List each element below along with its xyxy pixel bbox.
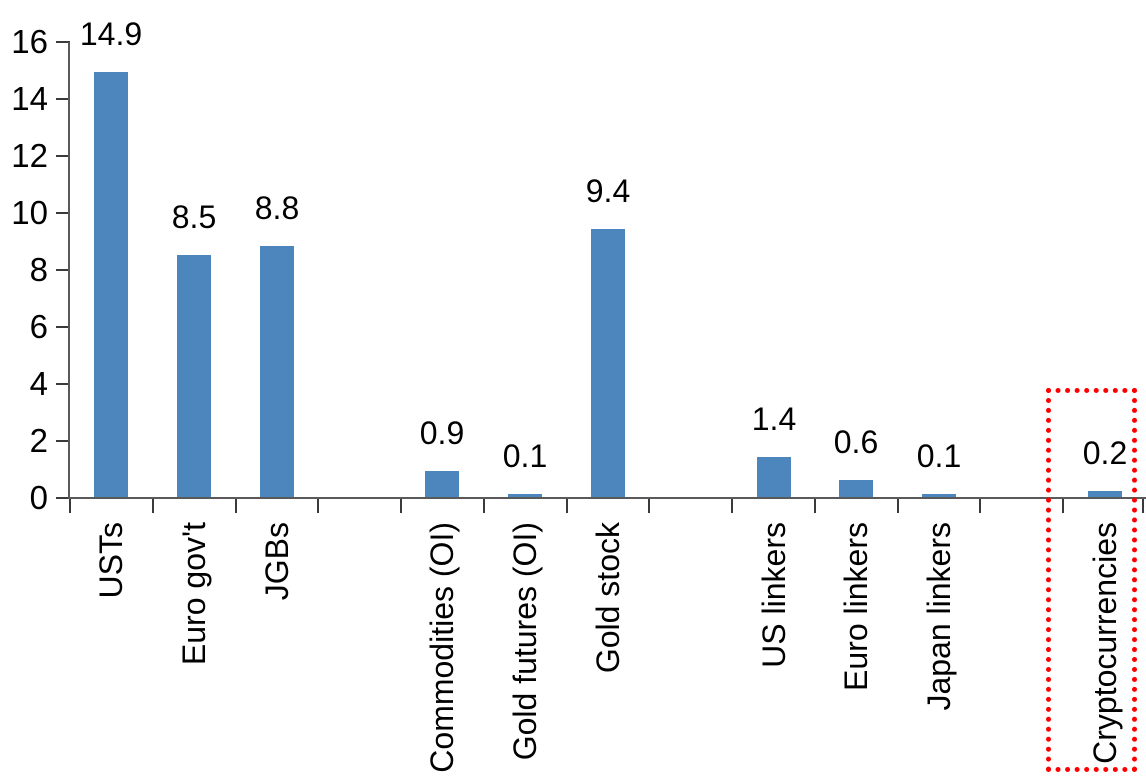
bar <box>757 457 791 497</box>
category-label: Japan linkers <box>921 522 957 711</box>
bar <box>922 494 956 497</box>
bar-value-label: 1.4 <box>751 401 797 437</box>
y-axis-tick-label: 6 <box>29 308 48 345</box>
y-axis-tick <box>56 326 70 328</box>
x-axis-tick <box>235 499 237 513</box>
y-axis-tick <box>56 440 70 442</box>
bar-value-label: 8.5 <box>171 199 217 235</box>
category-label: Euro linkers <box>838 522 874 691</box>
highlight-box <box>1046 388 1137 772</box>
y-axis-tick <box>56 41 70 43</box>
y-axis-tick <box>56 155 70 157</box>
x-axis-tick <box>152 499 154 513</box>
y-axis-line <box>68 42 70 499</box>
y-axis-tick <box>56 383 70 385</box>
bar <box>839 480 873 497</box>
bar-value-label: 0.2 <box>1082 435 1128 471</box>
y-axis-tick-label: 14 <box>11 80 48 117</box>
x-axis-tick <box>897 499 899 513</box>
y-axis-tick-label: 4 <box>29 365 48 402</box>
category-label: US linkers <box>756 522 792 668</box>
bar-value-label: 14.9 <box>79 16 143 52</box>
x-axis-tick <box>317 499 319 513</box>
bar-value-label: 0.6 <box>833 424 879 460</box>
bar-value-label: 0.1 <box>502 438 548 474</box>
bar <box>177 255 211 497</box>
bar <box>508 494 542 497</box>
category-label: Euro gov't <box>176 522 212 666</box>
x-axis-tick <box>731 499 733 513</box>
x-axis-tick <box>814 499 816 513</box>
y-axis-tick-label: 12 <box>11 137 48 174</box>
x-axis-line <box>68 497 1146 499</box>
bar <box>94 72 128 497</box>
x-axis-tick <box>400 499 402 513</box>
bar <box>425 471 459 497</box>
category-label: JGBs <box>259 522 295 601</box>
x-axis-tick <box>1142 499 1144 513</box>
y-axis-tick <box>56 212 70 214</box>
bar <box>1088 491 1122 497</box>
x-axis-tick <box>1062 499 1064 513</box>
y-axis-tick <box>56 269 70 271</box>
y-axis-tick-label: 10 <box>11 194 48 231</box>
x-axis-tick <box>483 499 485 513</box>
x-axis-tick <box>69 499 71 513</box>
y-axis-tick-label: 8 <box>29 251 48 288</box>
y-axis-tick-label: 2 <box>29 422 48 459</box>
y-axis-tick-label: 16 <box>11 23 48 60</box>
bar-value-label: 0.9 <box>419 415 465 451</box>
bar <box>591 229 625 497</box>
y-axis-tick <box>56 98 70 100</box>
bar <box>260 246 294 497</box>
x-axis-tick <box>566 499 568 513</box>
x-axis-tick <box>979 499 981 513</box>
category-label: Commodities (OI) <box>424 522 460 773</box>
category-label: USTs <box>93 522 129 599</box>
y-axis-tick-label: 0 <box>29 479 48 516</box>
category-label: Gold stock <box>590 522 626 674</box>
bar-value-label: 9.4 <box>585 173 631 209</box>
y-axis-tick <box>56 497 70 499</box>
bar-value-label: 0.1 <box>916 438 962 474</box>
x-axis-tick <box>648 499 650 513</box>
bar-value-label: 8.8 <box>254 190 300 226</box>
category-label: Gold futures (OI) <box>507 522 543 761</box>
